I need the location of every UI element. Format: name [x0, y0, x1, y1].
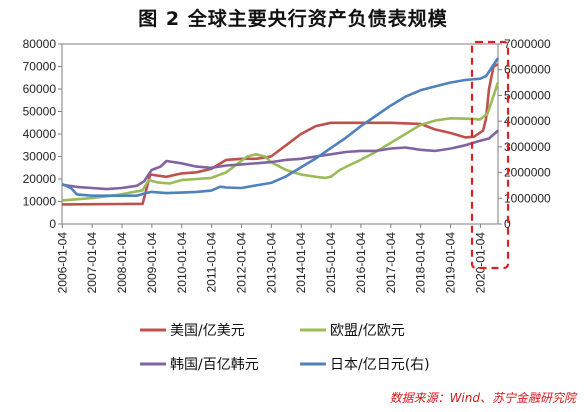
- y-axis-right: 0 1000000 2000000 3000000 4000000 5000000 6000…: [498, 37, 551, 231]
- y-left-tick-label: 50000: [23, 105, 57, 119]
- series-line-4: [61, 57, 500, 197]
- series-line-1: [61, 63, 499, 206]
- y-left-tick-label: 60000: [23, 82, 57, 96]
- x-tick-label: 2019-01-04: [444, 232, 458, 294]
- y-right-tick-label: 0: [504, 217, 511, 231]
- legend-label: 日本/亿日元(右): [330, 357, 430, 373]
- x-tick-label: 2009-01-04: [145, 232, 159, 294]
- x-tick-label: 2008-01-04: [115, 232, 129, 294]
- x-tick-label: 2018-01-04: [414, 232, 428, 294]
- y-right-tick-label: 7000000: [504, 37, 551, 51]
- legend-label: 韩国/百亿韩元: [170, 357, 259, 373]
- y-left-tick-label: 70000: [23, 60, 57, 74]
- y-left-tick-label: 80000: [23, 37, 57, 51]
- x-tick-label: 2012-01-04: [234, 232, 248, 294]
- y-right-tick-label: 1000000: [504, 191, 551, 205]
- legend-label: 欧盟/亿欧元: [330, 323, 405, 339]
- y-right-tick-label: 4000000: [504, 114, 551, 128]
- x-axis: 2006-01-04 2007-01-04 2008-01-04 2009-01-04…: [55, 224, 487, 293]
- y-right-tick-label: 6000000: [504, 63, 551, 77]
- y-right-tick-label: 2000000: [504, 166, 551, 180]
- x-tick-label: 2010-01-04: [175, 232, 189, 294]
- series-line-3: [61, 129, 499, 191]
- legend-label: 美国/亿美元: [170, 323, 245, 339]
- y-left-tick-label: 10000: [23, 195, 57, 209]
- x-tick-label: 2016-01-04: [354, 232, 368, 294]
- y-right-tick-label: 5000000: [504, 88, 551, 102]
- source-note: 数据来源：Wind、苏宁金融研究院: [389, 391, 576, 405]
- x-tick-label: 2011-01-04: [205, 232, 219, 293]
- series-line-2: [61, 81, 500, 202]
- y-left-tick-label: 0: [49, 217, 56, 231]
- y-left-tick-label: 20000: [23, 172, 57, 186]
- highlight-box: [470, 40, 510, 270]
- x-tick-label: 2006-01-04: [55, 232, 69, 294]
- highlight-2020-box: [470, 40, 510, 270]
- chart-title: 图 2 全球主要央行资产负债表规模: [138, 8, 448, 30]
- x-tick-label: 2017-01-04: [384, 232, 398, 294]
- series-lines: [61, 57, 500, 206]
- x-tick-label: 2020-01-04: [473, 232, 487, 294]
- y-left-tick-label: 30000: [23, 150, 57, 164]
- x-tick-label: 2014-01-04: [294, 232, 308, 294]
- y-axis-left: 0 10000 20000 30000 40000 50000 60000 70000 8000…: [23, 37, 62, 231]
- x-tick-label: 2015-01-04: [324, 232, 338, 294]
- y-right-tick-label: 3000000: [504, 140, 551, 154]
- y-left-tick-label: 40000: [23, 127, 57, 141]
- x-tick-label: 2013-01-04: [264, 232, 278, 294]
- x-tick-label: 2007-01-04: [85, 232, 99, 294]
